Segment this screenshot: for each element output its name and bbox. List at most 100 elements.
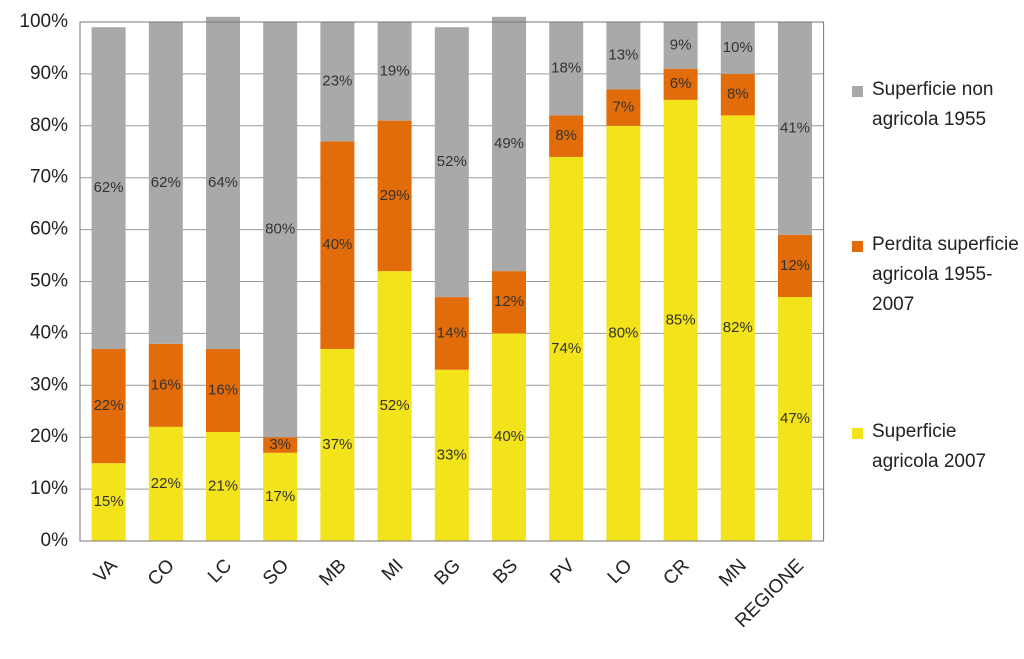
- bar-segment: [320, 348, 355, 541]
- bar-segment: [434, 27, 469, 298]
- value-label: 19%: [380, 62, 410, 79]
- legend-label: Perdita superficie agricola 1955-2007: [872, 234, 1019, 315]
- value-label: 10%: [723, 39, 753, 56]
- y-tick-label: 20%: [30, 426, 68, 447]
- x-tick-label: BS: [489, 555, 522, 588]
- value-label: 82%: [723, 319, 753, 336]
- y-tick-label: 10%: [30, 478, 68, 499]
- value-label: 22%: [151, 475, 181, 492]
- bar-segment: [263, 22, 298, 438]
- bar-segment: [720, 73, 755, 116]
- bar-segment: [549, 156, 584, 541]
- value-label: 9%: [670, 36, 692, 53]
- bar-segment: [778, 297, 812, 541]
- bar-segment: [148, 22, 183, 344]
- value-label: 29%: [380, 187, 410, 204]
- value-label: 52%: [380, 397, 410, 414]
- bar-segment: [549, 115, 584, 157]
- value-label: 21%: [208, 477, 238, 494]
- x-tick-label: CR: [659, 555, 693, 589]
- value-label: 17%: [265, 488, 295, 505]
- bar-segment: [320, 22, 355, 142]
- value-label: 16%: [208, 381, 238, 398]
- bar-segment: [434, 369, 469, 541]
- legend-item: Superficie agricola 2007: [852, 417, 1022, 477]
- value-label: 8%: [555, 127, 577, 144]
- bar-segment: [663, 22, 698, 69]
- bar-segment: [549, 22, 584, 116]
- x-tick-label: SO: [259, 555, 293, 589]
- legend-label: Superficie agricola 2007: [872, 421, 987, 472]
- value-label: 18%: [551, 60, 581, 77]
- value-label: 80%: [265, 221, 295, 238]
- bar-segment: [91, 463, 126, 541]
- value-label: 49%: [494, 135, 524, 152]
- y-tick-label: 30%: [30, 374, 68, 395]
- value-label: 33%: [437, 446, 467, 463]
- legend-item: Perdita superficie agricola 1955-2007: [852, 230, 1022, 320]
- bar-segment: [206, 16, 240, 349]
- bar-segment: [206, 348, 240, 433]
- x-tick-label: LO: [604, 555, 637, 588]
- bar-segment: [778, 22, 812, 235]
- value-label: 40%: [494, 428, 524, 445]
- x-tick-label: PV: [547, 555, 580, 588]
- y-tick-label: 60%: [30, 219, 68, 240]
- y-tick-label: 40%: [30, 322, 68, 343]
- value-label: 14%: [437, 324, 467, 341]
- bar-segment: [663, 68, 698, 100]
- bar-segment: [606, 125, 641, 542]
- value-label: 80%: [608, 324, 638, 341]
- value-label: 37%: [322, 436, 352, 453]
- bar-segment: [492, 333, 526, 541]
- bar-segment: [492, 271, 526, 334]
- bar-segment: [320, 141, 355, 349]
- value-label: 23%: [322, 73, 352, 90]
- value-label: 52%: [437, 153, 467, 170]
- value-label: 13%: [608, 47, 638, 64]
- y-tick-label: 50%: [30, 271, 68, 292]
- x-tick-label: MB: [315, 555, 350, 590]
- x-tick-label: MN: [715, 555, 751, 591]
- y-tick-label: 80%: [30, 115, 68, 136]
- bar-segment: [148, 426, 183, 541]
- bar-segment: [778, 234, 812, 298]
- bar-segment: [377, 271, 412, 541]
- value-label: 7%: [613, 99, 635, 116]
- legend-swatch: [852, 241, 863, 252]
- value-label: 22%: [94, 397, 124, 414]
- value-label: 62%: [151, 174, 181, 191]
- bar-segment: [606, 89, 641, 126]
- y-tick-label: 90%: [30, 63, 68, 84]
- value-label: 8%: [727, 86, 749, 103]
- x-tick-label: BG: [431, 555, 465, 589]
- bar-segment: [377, 22, 412, 121]
- legend-swatch: [852, 86, 863, 97]
- value-label: 74%: [551, 340, 581, 357]
- bar-segment: [606, 22, 641, 90]
- value-label: 6%: [670, 75, 692, 92]
- y-tick-label: 0%: [41, 530, 69, 551]
- y-tick-label: 100%: [19, 11, 68, 32]
- value-label: 16%: [151, 376, 181, 393]
- bar-segment: [377, 120, 412, 272]
- bar-segment: [663, 99, 698, 541]
- value-label: 41%: [780, 119, 810, 136]
- value-label: 64%: [208, 174, 238, 191]
- legend-label: Superficie non agricola 1955: [872, 79, 994, 130]
- legend-swatch: [852, 428, 863, 439]
- bar-segment: [263, 437, 298, 453]
- x-tick-label: CO: [144, 555, 179, 590]
- bar-segment: [91, 27, 126, 349]
- bar-segment: [720, 22, 755, 74]
- value-label: 15%: [94, 493, 124, 510]
- bar-segment: [263, 452, 298, 541]
- bar-segment: [206, 432, 240, 541]
- legend-item: Superficie non agricola 1955: [852, 75, 1022, 135]
- x-tick-label: LC: [204, 555, 236, 587]
- value-label: 3%: [269, 436, 291, 453]
- x-tick-label: MI: [378, 555, 408, 585]
- value-label: 40%: [322, 236, 352, 253]
